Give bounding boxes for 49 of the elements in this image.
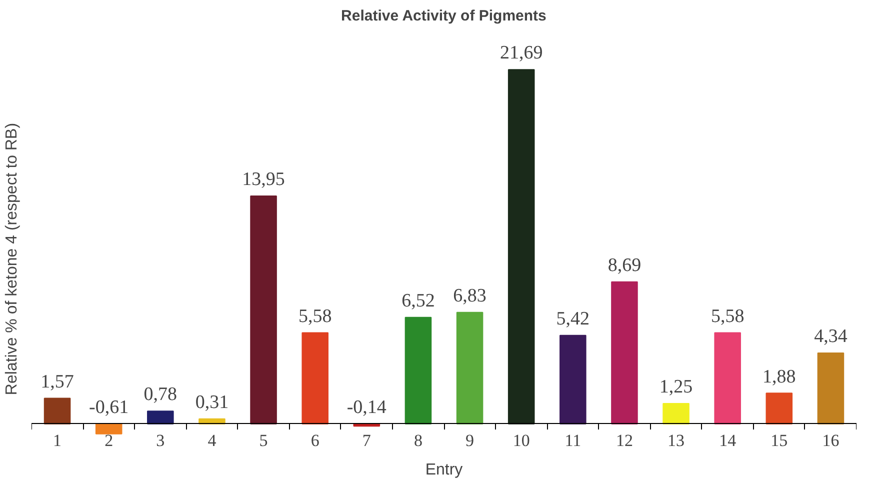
bar (714, 332, 741, 424)
data-label: 5,42 (556, 308, 590, 330)
x-tick-label: 1 (53, 430, 62, 450)
x-tick-label: 10 (512, 430, 530, 450)
x-tick-label: 16 (822, 430, 840, 450)
x-tick-label: 6 (310, 430, 320, 450)
x-tick-label: 8 (414, 430, 422, 450)
bar (250, 196, 277, 424)
x-tick-label: 7 (362, 430, 372, 450)
bar (817, 352, 844, 424)
x-tick-label: 9 (466, 430, 474, 450)
x-tick-label: 14 (719, 430, 737, 450)
data-label: 4,34 (814, 326, 848, 348)
x-tick-label: 15 (770, 430, 788, 450)
bar (302, 332, 328, 424)
bar (44, 398, 71, 424)
data-label: 1,25 (659, 376, 693, 398)
data-label: 6,52 (402, 290, 435, 312)
x-tick-label: 5 (259, 430, 268, 450)
bar (611, 281, 638, 424)
bar (404, 316, 432, 424)
data-label: 5,58 (710, 306, 744, 327)
data-label: 6,83 (453, 285, 486, 306)
x-tick-label: 13 (668, 430, 685, 450)
data-label: -0,14 (346, 396, 387, 418)
chart-title: Relative Activity of Pigments (341, 8, 546, 24)
x-tick-label: 12 (616, 430, 633, 450)
data-label: 13,95 (242, 169, 285, 190)
x-tick-label: 11 (564, 430, 582, 450)
data-label: 0,78 (144, 384, 178, 406)
x-tick-label: 3 (156, 430, 165, 450)
data-label: -0,61 (89, 396, 129, 418)
data-label: 1,88 (762, 366, 796, 388)
bar (95, 423, 122, 434)
x-tick-label: 2 (104, 430, 114, 450)
data-label: 0,31 (195, 392, 229, 413)
bar (766, 392, 793, 424)
bar (662, 402, 690, 424)
bar (508, 69, 535, 424)
data-label: 8,69 (608, 255, 642, 276)
y-axis-title: Relative % of ketone 4 (respect to RB) (4, 122, 20, 396)
bar (560, 334, 586, 424)
data-label: 21,69 (500, 42, 543, 64)
bar (147, 410, 174, 424)
x-tick-label: 4 (208, 430, 217, 450)
x-axis-title: Entry (425, 462, 463, 478)
data-label: 5,58 (298, 306, 332, 327)
data-label: 1,57 (40, 371, 74, 392)
bar (456, 312, 484, 424)
